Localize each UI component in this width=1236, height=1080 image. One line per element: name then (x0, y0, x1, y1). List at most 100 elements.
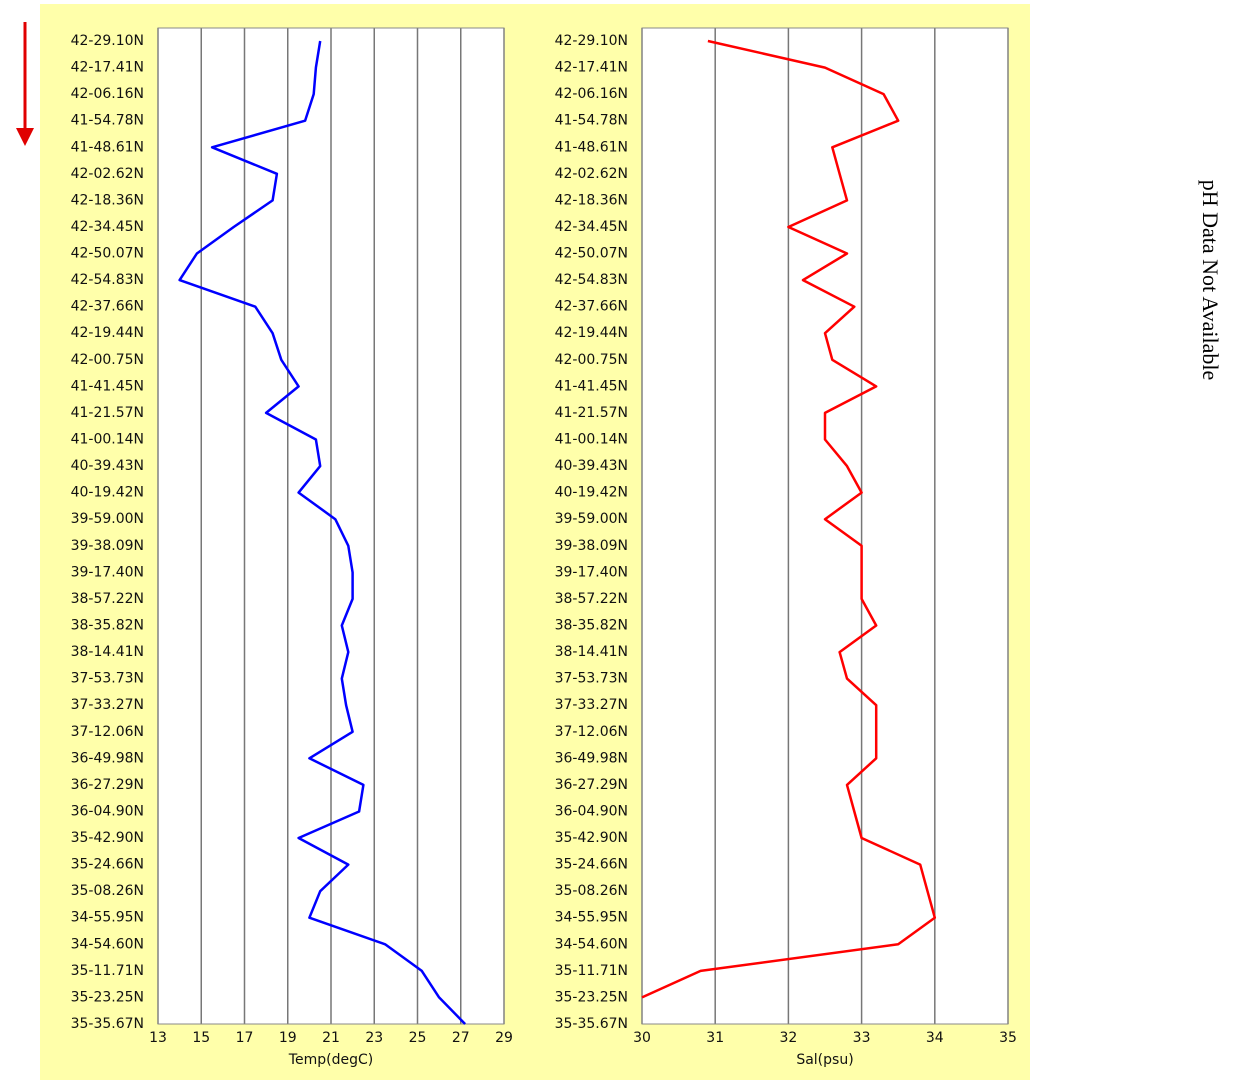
y-tick-label: 35-11.71N (555, 963, 628, 979)
y-tick-label: 35-23.25N (555, 989, 628, 1005)
y-tick-label: 42-34.45N (555, 219, 628, 235)
y-tick-label: 35-35.67N (555, 1016, 628, 1032)
y-tick-label: 34-55.95N (555, 910, 628, 926)
y-tick-label: 42-54.83N (555, 272, 628, 288)
y-tick-label: 39-17.40N (555, 564, 628, 580)
data-line (178, 40, 466, 1025)
y-tick-label: 37-33.27N (71, 697, 144, 713)
y-tick-label: 42-06.16N (71, 86, 144, 102)
y-tick-label: 41-00.14N (555, 432, 628, 448)
x-tick-label: 30 (633, 1030, 651, 1046)
y-tick-label: 42-17.41N (555, 60, 628, 76)
y-tick-label: 35-23.25N (71, 989, 144, 1005)
plot-area (642, 28, 1008, 1024)
y-tick-label: 39-38.09N (555, 538, 628, 554)
y-tick-label: 37-12.06N (71, 724, 144, 740)
y-tick-label: 39-38.09N (71, 538, 144, 554)
y-tick-label: 41-54.78N (555, 113, 628, 129)
y-tick-label: 35-24.66N (71, 857, 144, 873)
y-tick-label: 41-48.61N (555, 139, 628, 155)
y-tick-label: 40-19.42N (71, 485, 144, 501)
plot-border (641, 27, 1009, 1025)
y-tick-label: 42-29.10N (71, 33, 144, 49)
y-tick-label: 38-14.41N (71, 644, 144, 660)
y-tick-label: 42-18.36N (555, 192, 628, 208)
y-tick-label: 35-08.26N (555, 883, 628, 899)
x-axis-title: Temp(degC) (288, 1052, 373, 1068)
y-tick-label: 38-14.41N (555, 644, 628, 660)
y-tick-label: 42-19.44N (71, 325, 144, 341)
x-tick-label: 34 (926, 1030, 944, 1046)
y-tick-label: 34-54.60N (71, 936, 144, 952)
y-tick-label: 42-50.07N (555, 246, 628, 262)
y-tick-label: 42-17.41N (71, 60, 144, 76)
y-tick-label: 42-18.36N (71, 192, 144, 208)
direction-arrow-head (16, 128, 34, 146)
y-tick-label: 37-53.73N (555, 671, 628, 687)
x-axis-title: Sal(psu) (796, 1052, 853, 1068)
x-tick-label: 35 (999, 1030, 1017, 1046)
y-tick-label: 42-29.10N (555, 33, 628, 49)
y-tick-label: 35-08.26N (71, 883, 144, 899)
y-tick-label: 36-04.90N (555, 803, 628, 819)
data-line (641, 39, 937, 999)
y-tick-label: 42-00.75N (555, 352, 628, 368)
y-tick-label: 35-11.71N (71, 963, 144, 979)
y-tick-label: 37-12.06N (555, 724, 628, 740)
y-tick-label: 41-21.57N (555, 405, 628, 421)
y-tick-label: 42-37.66N (555, 299, 628, 315)
y-tick-label: 35-42.90N (71, 830, 144, 846)
x-tick-label: 32 (779, 1030, 797, 1046)
y-tick-label: 36-49.98N (71, 750, 144, 766)
y-tick-label: 38-35.82N (71, 617, 144, 633)
x-tick-label: 29 (495, 1030, 513, 1046)
plot-border (157, 27, 505, 1025)
y-tick-label: 41-21.57N (71, 405, 144, 421)
y-tick-label: 37-53.73N (71, 671, 144, 687)
x-tick-label: 23 (365, 1030, 383, 1046)
y-tick-label: 41-54.78N (71, 113, 144, 129)
y-tick-label: 42-37.66N (71, 299, 144, 315)
y-tick-label: 38-57.22N (555, 591, 628, 607)
y-tick-label: 41-41.45N (71, 378, 144, 394)
y-tick-label: 40-39.43N (555, 458, 628, 474)
y-tick-label: 37-33.27N (555, 697, 628, 713)
y-tick-label: 36-27.29N (71, 777, 144, 793)
y-tick-label: 42-34.45N (71, 219, 144, 235)
y-tick-label: 36-04.90N (71, 803, 144, 819)
y-tick-label: 40-19.42N (555, 485, 628, 501)
x-tick-label: 21 (322, 1030, 340, 1046)
y-tick-label: 39-59.00N (555, 511, 628, 527)
y-tick-label: 41-00.14N (71, 432, 144, 448)
y-tick-label: 39-17.40N (71, 564, 144, 580)
x-tick-label: 15 (192, 1030, 210, 1046)
y-tick-label: 35-24.66N (555, 857, 628, 873)
y-tick-label: 40-39.43N (71, 458, 144, 474)
y-tick-label: 42-02.62N (71, 166, 144, 182)
y-tick-label: 39-59.00N (71, 511, 144, 527)
y-tick-label: 41-48.61N (71, 139, 144, 155)
y-tick-label: 42-06.16N (555, 86, 628, 102)
y-tick-label: 35-42.90N (555, 830, 628, 846)
ph-note: pH Data Not Available (1198, 179, 1223, 381)
x-tick-label: 25 (409, 1030, 427, 1046)
y-tick-label: 35-35.67N (71, 1016, 144, 1032)
y-tick-label: 36-27.29N (555, 777, 628, 793)
x-tick-label: 27 (452, 1030, 470, 1046)
x-tick-label: 13 (149, 1030, 167, 1046)
x-tick-label: 33 (853, 1030, 871, 1046)
y-tick-label: 36-49.98N (555, 750, 628, 766)
y-tick-label: 34-55.95N (71, 910, 144, 926)
y-tick-label: 42-02.62N (555, 166, 628, 182)
y-tick-label: 42-00.75N (71, 352, 144, 368)
x-tick-label: 17 (236, 1030, 254, 1046)
y-tick-label: 38-35.82N (555, 617, 628, 633)
y-tick-label: 42-54.83N (71, 272, 144, 288)
y-tick-label: 38-57.22N (71, 591, 144, 607)
y-tick-label: 42-19.44N (555, 325, 628, 341)
y-tick-label: 42-50.07N (71, 246, 144, 262)
y-tick-label: 34-54.60N (555, 936, 628, 952)
x-tick-label: 31 (706, 1030, 724, 1046)
